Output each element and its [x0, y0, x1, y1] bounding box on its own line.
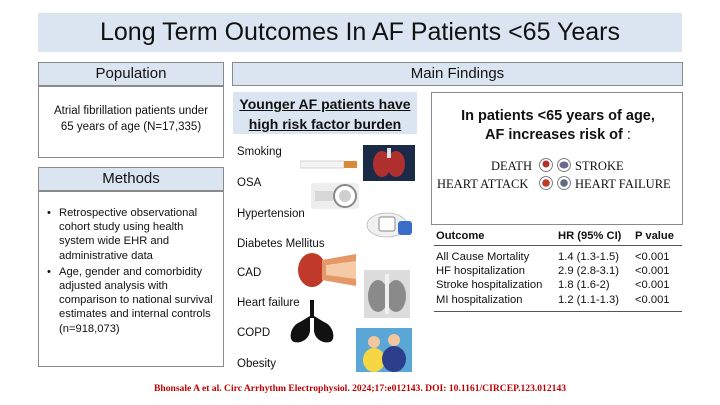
population-box: Atrial fibrillation patients under 65 ye… — [38, 86, 224, 158]
population-text: Atrial fibrillation patients under 65 ye… — [53, 105, 209, 133]
risk-factor-hypertension: Hypertension — [237, 208, 305, 220]
table-row: Stroke hospitalization 1.8 (1.6-2) <0.00… — [434, 279, 684, 293]
af-risk-heading: In patients <65 years of age, AF increas… — [432, 107, 684, 145]
table-cell: 1.4 (1.3-1.5) — [558, 251, 619, 263]
outcome-heart-attack: HEART ATTACK — [437, 177, 529, 191]
methods-bullet: Age, gender and comorbidity adjusted ana… — [43, 265, 217, 336]
table-row: HF hospitalization 2.9 (2.8-3.1) <0.001 — [434, 265, 684, 279]
population-header: Population — [38, 62, 224, 86]
heart-failure-icon — [557, 176, 571, 190]
methods-box: Retrospective observational cohort study… — [38, 191, 224, 367]
af-risk-heading-line2: AF increases risk of — [485, 127, 623, 143]
risk-factor-osa: OSA — [237, 177, 262, 189]
smoking-lungs-icon — [363, 145, 415, 181]
table-cell: <0.001 — [635, 251, 670, 263]
methods-bullet: Retrospective observational cohort study… — [43, 206, 217, 263]
artery-plaque-icon — [296, 250, 358, 290]
table-row: MI hospitalization 1.2 (1.1-1.3) <0.001 — [434, 294, 684, 308]
risk-factor-cad: CAD — [237, 267, 262, 279]
table-bottom-rule — [434, 311, 682, 312]
table-header-cell: Outcome — [436, 230, 485, 242]
table-divider — [434, 245, 682, 246]
af-risk-box: In patients <65 years of age, AF increas… — [431, 92, 683, 225]
outcome-stroke: STROKE — [575, 159, 624, 173]
risk-factor-heart-failure: Heart failure — [237, 297, 300, 309]
af-risk-heading-colon: : — [626, 127, 631, 143]
obesity-icon — [356, 328, 412, 372]
methods-list: Retrospective observational cohort study… — [43, 206, 217, 336]
af-risk-heading-line1: In patients <65 years of age, — [461, 108, 655, 124]
table-header-cell: P value — [635, 230, 674, 242]
glucometer-icon — [366, 212, 412, 238]
page-title: Long Term Outcomes In AF Patients <65 Ye… — [38, 13, 682, 52]
lungs-icon — [290, 300, 334, 343]
table-cell: <0.001 — [635, 279, 670, 291]
table-cell: 2.9 (2.8-3.1) — [558, 265, 619, 277]
table-cell: Stroke hospitalization — [436, 279, 543, 291]
table-cell: <0.001 — [635, 294, 670, 306]
table-cell: 1.8 (1.6-2) — [558, 279, 610, 291]
methods-header: Methods — [38, 167, 224, 191]
table-row: All Cause Mortality 1.4 (1.3-1.5) <0.001 — [434, 251, 684, 265]
heart-attack-icon — [539, 176, 553, 190]
table-cell: MI hospitalization — [436, 294, 523, 306]
table-header-row: Outcome HR (95% CI) P value — [434, 230, 684, 244]
brain-icon — [557, 158, 571, 172]
table-cell: 1.2 (1.1-1.3) — [558, 294, 619, 306]
skull-icon — [539, 158, 553, 172]
chest-xray-icon — [364, 270, 410, 318]
citation: Bhonsale A et al. Circ Arrhythm Electrop… — [153, 383, 567, 394]
main-findings-header: Main Findings — [232, 62, 683, 86]
table-cell: <0.001 — [635, 265, 670, 277]
table-cell: All Cause Mortality — [436, 251, 530, 263]
risk-burden-title-text: Younger AF patients have high risk facto… — [239, 96, 411, 132]
outcome-death: DEATH — [491, 159, 532, 173]
risk-factor-smoking: Smoking — [237, 146, 282, 158]
sleep-apnea-icon — [311, 183, 359, 209]
table-cell: HF hospitalization — [436, 265, 525, 277]
risk-factor-diabetes: Diabetes Mellitus — [237, 238, 325, 250]
risk-factor-obesity: Obesity — [237, 358, 276, 370]
risk-factor-copd: COPD — [237, 327, 271, 339]
risk-burden-title: Younger AF patients have high risk facto… — [233, 92, 417, 134]
outcome-heart-failure: HEART FAILURE — [575, 177, 671, 191]
cigarette-icon — [300, 160, 357, 169]
table-header-cell: HR (95% CI) — [558, 230, 622, 242]
